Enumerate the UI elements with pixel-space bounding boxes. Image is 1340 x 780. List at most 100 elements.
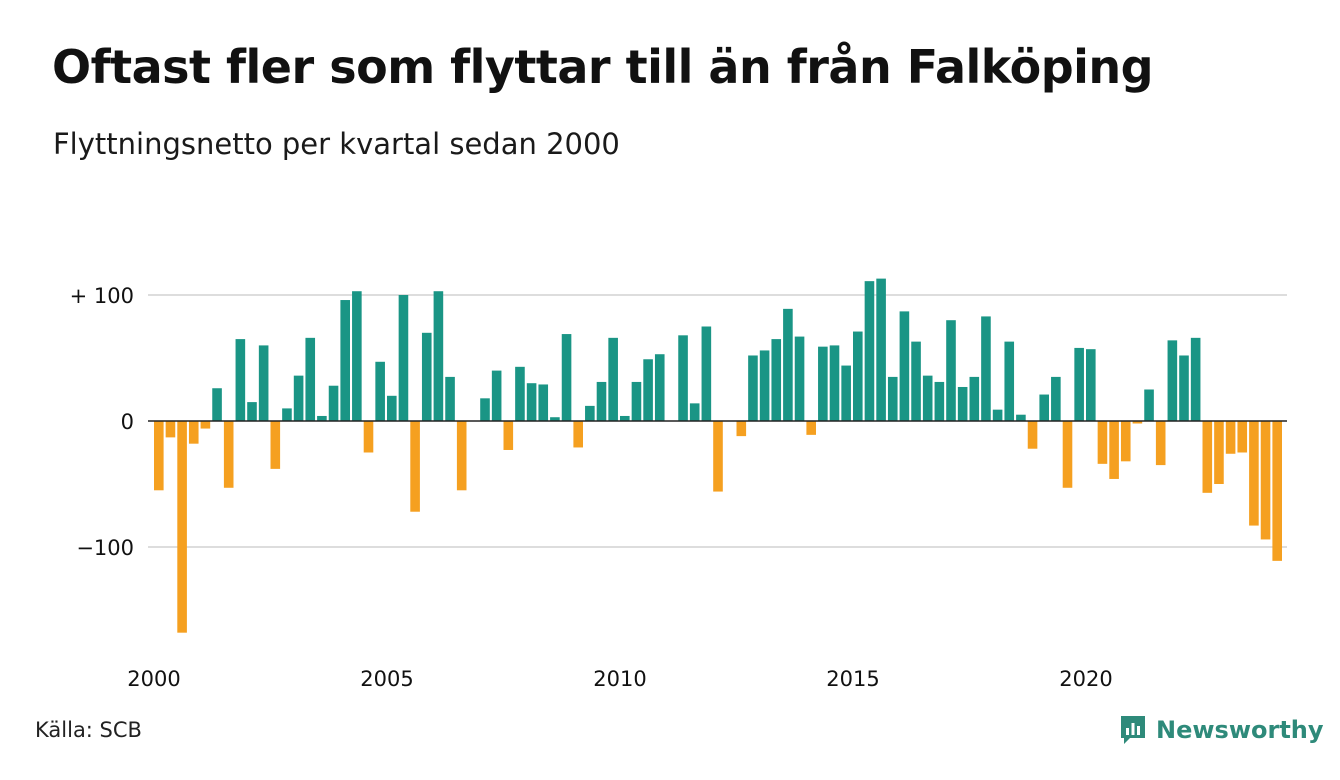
bar-2014K4 (841, 365, 851, 421)
bar-2022K4 (1214, 421, 1224, 484)
bar-2005K3 (410, 421, 420, 512)
bar-2016K3 (922, 375, 933, 421)
bar-2023K4 (1260, 421, 1271, 540)
bar-2011K4 (701, 326, 712, 421)
bar-2021K2 (1144, 389, 1154, 421)
bar-2002K3 (270, 421, 281, 469)
bar-2014K2 (818, 346, 828, 421)
bar-2016K2 (911, 341, 921, 421)
x-tick-label: 2000 (127, 667, 180, 691)
bar-2003K2 (305, 337, 316, 421)
bar-2003K3 (317, 415, 327, 421)
bar-2021K1 (1132, 421, 1143, 424)
bar-2016K4 (934, 381, 945, 421)
bar-2018K1 (992, 409, 1003, 421)
bar-2015K3 (876, 278, 886, 421)
bar-2016K1 (899, 311, 910, 421)
bar-2003K1 (293, 375, 304, 421)
brand-name: Newsworthy (1156, 716, 1324, 744)
bar-2010K4 (654, 354, 665, 421)
bar-2010K3 (643, 359, 653, 421)
bar-2000K3 (177, 421, 187, 633)
bar-2005K1 (387, 395, 397, 421)
x-axis-ticks: 2000 2005 2010 2015 2020 (127, 667, 1112, 691)
bar-2006K3 (456, 421, 467, 491)
bar-2009K3 (596, 381, 607, 421)
bar-2023K2 (1237, 421, 1248, 453)
bar-2008K1 (526, 383, 537, 421)
y-tick-label: 0 (121, 410, 134, 434)
bar-2008K2 (538, 384, 549, 421)
chart-subtitle: Flyttningsnetto per kvartal sedan 2000 (53, 127, 620, 161)
bar-2019K3 (1062, 421, 1073, 488)
bar-2022K3 (1202, 421, 1213, 493)
bar-2017K3 (969, 376, 980, 421)
bar-2007K4 (515, 366, 525, 421)
bar-2018K2 (1004, 341, 1015, 421)
bar-2021K3 (1155, 421, 1166, 466)
bar-2019K4 (1074, 347, 1084, 421)
bar-2017K1 (946, 320, 956, 421)
bar-2021K4 (1167, 340, 1178, 421)
bar-2015K1 (853, 331, 863, 421)
bar-2019K2 (1051, 376, 1061, 421)
bar-2006K1 (433, 291, 444, 421)
x-tick-label: 2015 (826, 667, 879, 691)
bar-2009K4 (608, 337, 618, 421)
bar-2017K4 (981, 316, 991, 421)
bar-2018K4 (1027, 421, 1038, 449)
chart-title: Oftast fler som flyttar till än från Fal… (52, 40, 1154, 94)
bar-2011K3 (689, 403, 700, 421)
bar-2000K2 (165, 421, 176, 438)
x-tick-label: 2005 (360, 667, 413, 691)
newsworthy-logo[interactable]: Newsworthy (1118, 714, 1324, 746)
bar-2015K2 (864, 281, 875, 421)
bar-2012K4 (748, 355, 758, 421)
bar-2013K1 (759, 350, 770, 421)
bar-2011K2 (678, 335, 688, 421)
bar-2004K3 (363, 421, 374, 453)
bar-2006K2 (445, 376, 455, 421)
bar-2004K4 (375, 361, 385, 421)
newsworthy-logo-icon (1121, 716, 1145, 744)
bar-2023K3 (1249, 421, 1259, 526)
bar-2001K1 (200, 421, 211, 429)
bar-2009K2 (585, 405, 595, 421)
bar-2008K4 (561, 334, 572, 421)
bar-2023K1 (1225, 421, 1236, 454)
bar-2004K1 (340, 300, 350, 421)
bar-2008K3 (550, 417, 560, 421)
bars (154, 278, 1282, 633)
bar-2001K3 (223, 421, 234, 488)
bar-2002K1 (247, 402, 257, 421)
bar-2009K1 (573, 421, 583, 448)
bar-2010K2 (631, 381, 642, 421)
bar-2000K1 (154, 421, 164, 491)
y-axis-ticks: + 100 0 −100 (70, 284, 134, 560)
bar-2020K4 (1120, 421, 1131, 462)
x-tick-label: 2020 (1059, 667, 1112, 691)
bar-2004K2 (352, 291, 362, 421)
bar-2001K2 (212, 388, 222, 421)
bar-2020K2 (1097, 421, 1108, 464)
bar-2007K1 (480, 398, 490, 421)
bar-2010K1 (620, 415, 630, 421)
bar-2020K1 (1086, 349, 1096, 421)
y-tick-label: + 100 (70, 284, 134, 308)
bar-2019K1 (1039, 394, 1049, 421)
bar-2013K2 (771, 339, 782, 421)
grid-lines (148, 294, 1287, 548)
bar-2022K1 (1179, 355, 1189, 421)
bar-2002K2 (258, 345, 269, 421)
bar-2002K4 (282, 408, 292, 421)
bar-2007K2 (491, 370, 502, 421)
bar-2014K3 (829, 345, 840, 421)
bar-2012K1 (713, 421, 723, 492)
bar-2005K4 (421, 332, 432, 421)
bar-2017K2 (957, 386, 968, 421)
bar-2013K4 (794, 336, 805, 421)
bar-2020K3 (1109, 421, 1119, 479)
bar-2012K3 (736, 421, 747, 437)
source-note: Källa: SCB (35, 718, 142, 742)
